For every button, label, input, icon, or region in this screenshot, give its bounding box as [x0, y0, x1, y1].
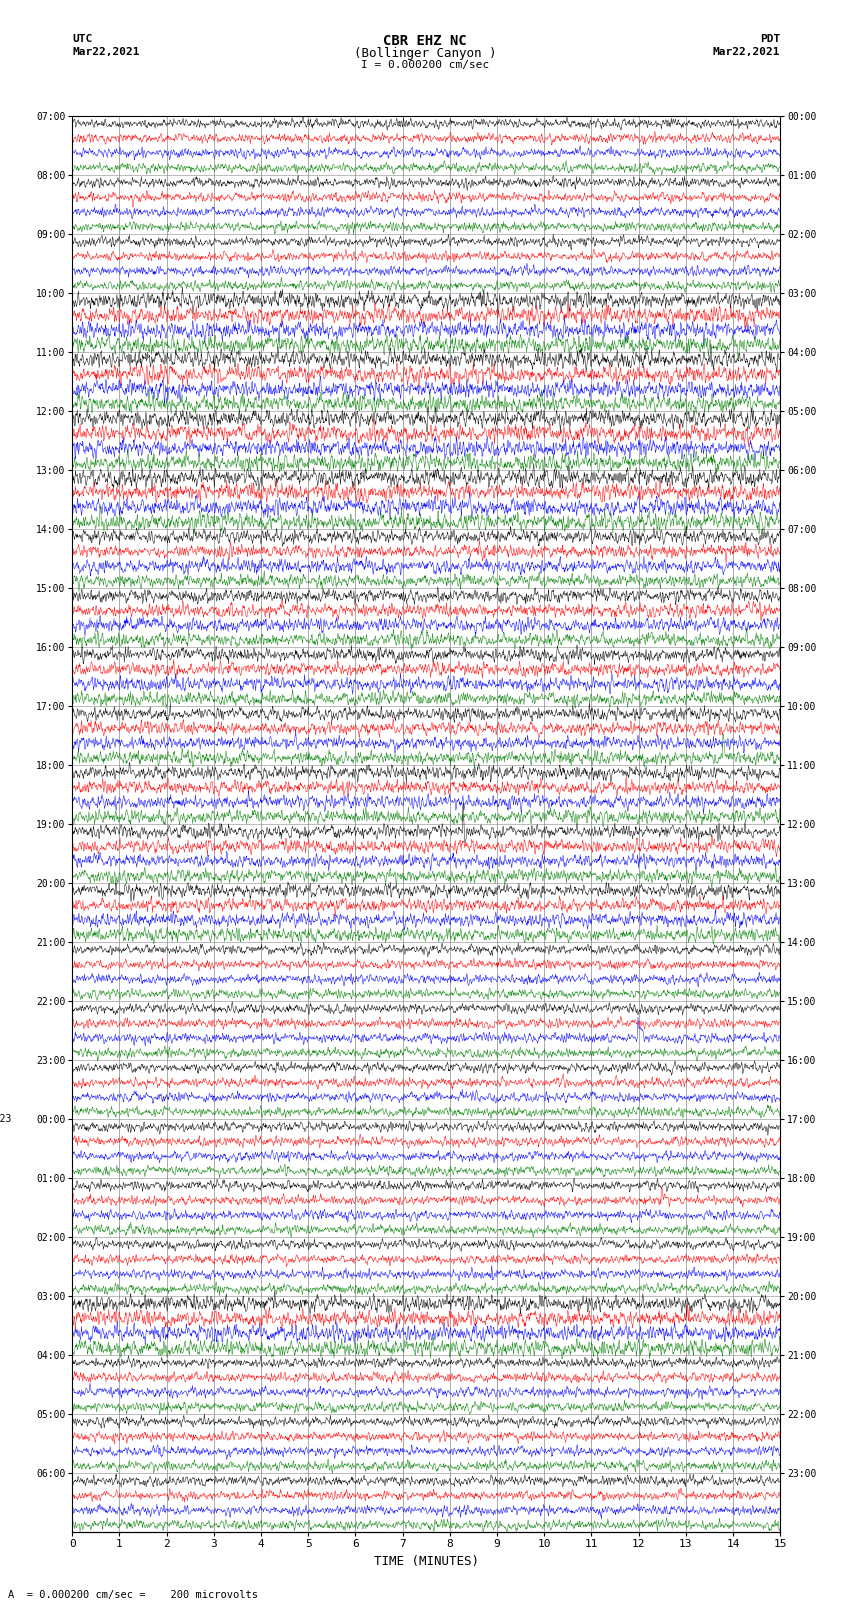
Text: CBR EHZ NC: CBR EHZ NC [383, 34, 467, 48]
Text: Mar23: Mar23 [0, 1115, 12, 1124]
Text: I = 0.000200 cm/sec: I = 0.000200 cm/sec [361, 60, 489, 69]
X-axis label: TIME (MINUTES): TIME (MINUTES) [374, 1555, 479, 1568]
Text: Mar22,2021: Mar22,2021 [72, 47, 139, 56]
Text: (Bollinger Canyon ): (Bollinger Canyon ) [354, 47, 496, 60]
Text: A  = 0.000200 cm/sec =    200 microvolts: A = 0.000200 cm/sec = 200 microvolts [8, 1590, 258, 1600]
Text: UTC: UTC [72, 34, 93, 44]
Text: Mar22,2021: Mar22,2021 [713, 47, 780, 56]
Text: PDT: PDT [760, 34, 780, 44]
